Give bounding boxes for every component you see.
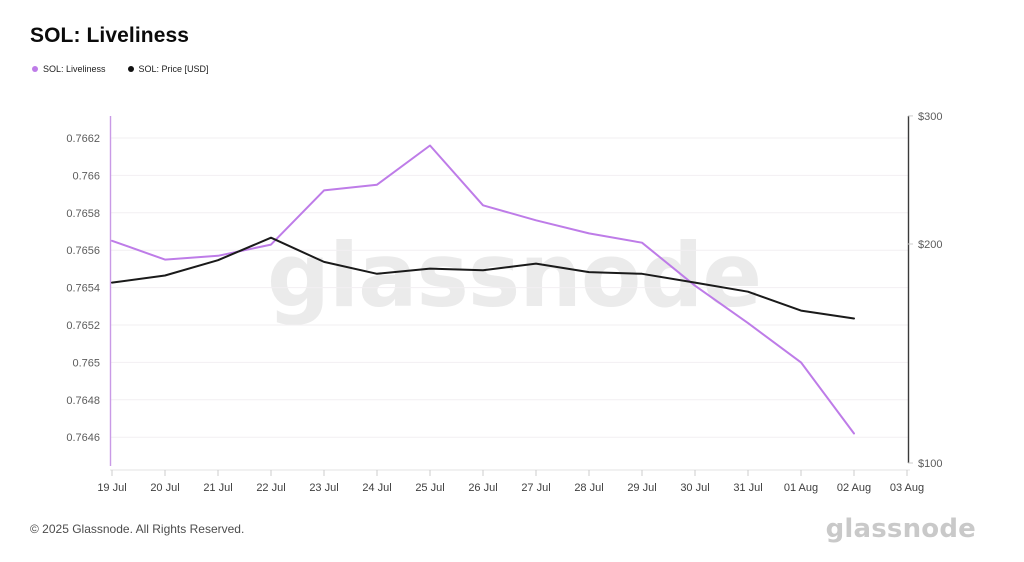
x-axis-tick-label: 21 Jul: [203, 482, 232, 494]
x-axis-tick-label: 27 Jul: [521, 482, 550, 494]
x-axis-tick-label: 29 Jul: [627, 482, 656, 494]
right-axis-tick-label: $200: [918, 239, 942, 251]
x-axis-tick-label: 26 Jul: [468, 482, 497, 494]
x-axis-tick-label: 28 Jul: [574, 482, 603, 494]
x-axis-tick-label: 01 Aug: [784, 482, 818, 494]
page-title: SOL: Liveliness: [30, 24, 190, 47]
price-line[interactable]: [111, 236, 855, 320]
left-axis-tick-label: 0.7652: [66, 320, 100, 332]
price-dot-icon: [127, 66, 134, 72]
x-axis-tick-label: 30 Jul: [680, 482, 709, 494]
left-axis-tick-label: 0.7656: [66, 245, 100, 257]
x-axis-tick-label: 19 Jul: [97, 482, 126, 494]
left-axis-tick-label: 0.766: [72, 170, 100, 182]
left-axis-tick-label: 0.765: [72, 357, 100, 369]
legend-item-label: SOL: Price [USD]: [138, 64, 209, 74]
right-axis-tick-label: $100: [918, 458, 942, 470]
x-axis-tick-label: 02 Aug: [837, 482, 871, 494]
x-axis-tick-label: 24 Jul: [362, 482, 391, 494]
legend-item-label: SOL: Liveliness: [43, 64, 106, 74]
left-axis-tick-label: 0.7654: [66, 283, 100, 295]
line-chart: glassnode 0.7662 0.766 0.7658 0.7656 0.7654 0.…: [66, 111, 942, 494]
liveliness-dot-icon: [32, 66, 38, 72]
right-axis-tick-label: $300: [918, 111, 942, 123]
left-axis-tick-label: 0.7662: [66, 133, 100, 145]
legend-item-liveliness[interactable]: SOL: Liveliness: [32, 64, 106, 74]
x-axis-tick-label: 20 Jul: [150, 482, 179, 494]
x-axis-tick-label: 23 Jul: [309, 482, 338, 494]
legend-item-price[interactable]: SOL: Price [USD]: [127, 64, 209, 74]
x-axis-tick-label: 03 Aug: [890, 482, 924, 494]
glassnode-logo: glassnode: [825, 514, 976, 544]
chart-legend: SOL: Liveliness SOL: Price [USD]: [32, 64, 209, 74]
x-axis-tick-label: 25 Jul: [415, 482, 444, 494]
plot-area[interactable]: [110, 116, 908, 470]
x-axis-tick-label: 22 Jul: [256, 482, 285, 494]
left-axis-tick-label: 0.7646: [66, 432, 100, 444]
footer: © 2025 Glassnode. All Rights Reserved. g…: [0, 510, 1024, 562]
left-axis-tick-label: 0.7658: [66, 208, 100, 220]
watermark: glassnode: [267, 224, 761, 327]
copyright-text: © 2025 Glassnode. All Rights Reserved.: [30, 522, 245, 536]
left-axis-tick-label: 0.7648: [66, 395, 100, 407]
x-axis-tick-label: 31 Jul: [733, 482, 762, 494]
